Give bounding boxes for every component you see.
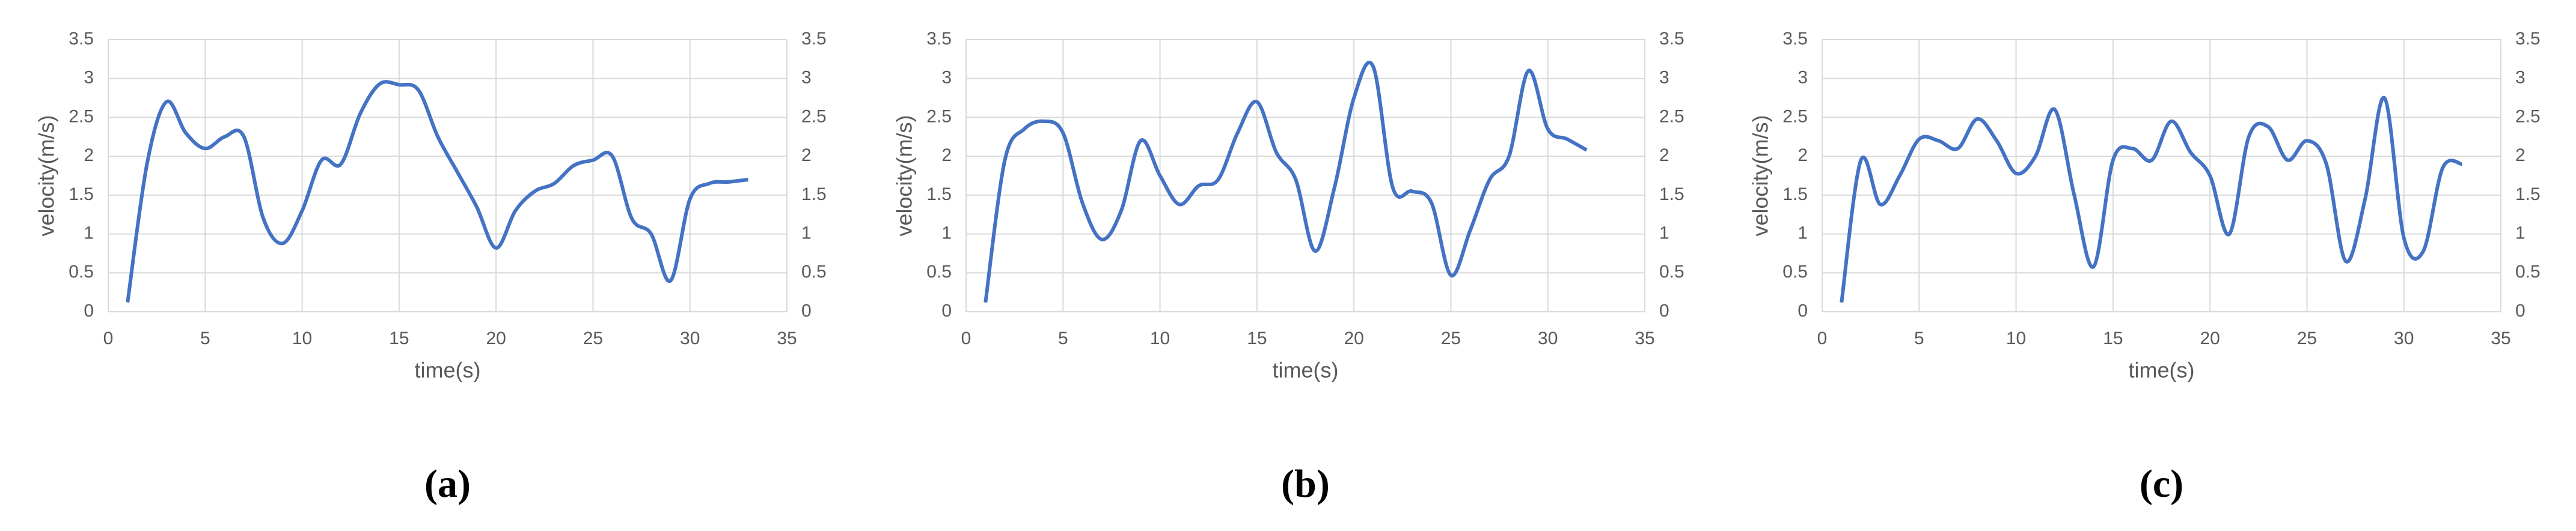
data-line (984, 61, 1588, 303)
y2-tick-label: 2 (801, 145, 812, 165)
x-tick-label: 15 (2103, 329, 2123, 348)
y-tick-label: 0.5 (1782, 262, 1808, 282)
y-tick-label: 2 (941, 145, 952, 165)
data-line (1840, 96, 2463, 303)
y2-tick-label: 3 (2515, 68, 2526, 88)
y-tick-label: 0 (941, 301, 952, 321)
y-tick-label: 2.5 (69, 106, 94, 126)
y2-tick-label: 2.5 (801, 106, 827, 126)
y-tick-label: 3.5 (69, 29, 94, 49)
y2-tick-label: 2.5 (2515, 106, 2541, 126)
x-tick-label: 35 (777, 329, 797, 348)
x-tick-label: 15 (1247, 329, 1267, 348)
y-tick-label: 2.5 (1782, 106, 1808, 126)
y2-tick-label: 3.5 (801, 29, 827, 49)
caption: (c) (2140, 462, 2183, 506)
y-tick-label: 0.5 (926, 262, 952, 282)
chart-panel: 0 0.5 1 1.5 2 2.5 3 3.5 0 0.5 1 1.5 2 2.5 3 3.5 0 5 10 15 20… (1748, 29, 2541, 506)
y2-tick-label: 3 (801, 68, 812, 88)
y2-tick-label: 0.5 (1659, 262, 1684, 282)
x-tick-label: 0 (961, 329, 971, 348)
y-tick-label: 1.5 (926, 184, 952, 204)
y2-tick-label: 0.5 (801, 262, 827, 282)
y-tick-label: 2.5 (926, 106, 952, 126)
x-axis-title: time(s) (2129, 358, 2195, 383)
y-axis-title: velocity(m/s) (34, 115, 59, 236)
y2-tick-label: 3.5 (1659, 29, 1684, 49)
x-tick-label: 5 (200, 329, 210, 348)
y2-tick-label: 0 (2515, 301, 2526, 321)
y-tick-label: 1 (84, 223, 94, 243)
y-tick-label: 2 (84, 145, 94, 165)
x-tick-label: 20 (1344, 329, 1363, 348)
y-tick-label: 1.5 (1782, 184, 1808, 204)
y-tick-label: 3.5 (1782, 29, 1808, 49)
x-tick-label: 5 (1914, 329, 1924, 348)
y-tick-label: 1 (1797, 223, 1808, 243)
y2-tick-label: 3.5 (2515, 29, 2541, 49)
x-tick-label: 10 (1150, 329, 1170, 348)
y-tick-label: 3 (84, 68, 94, 88)
y2-tick-label: 0 (1659, 301, 1669, 321)
x-tick-label: 5 (1058, 329, 1068, 348)
y2-tick-label: 1 (801, 223, 812, 243)
y2-tick-label: 1 (2515, 223, 2526, 243)
y-tick-label: 2 (1797, 145, 1808, 165)
y2-tick-label: 2.5 (1659, 106, 1684, 126)
x-tick-label: 30 (680, 329, 700, 348)
y-tick-label: 3 (1797, 68, 1808, 88)
y-tick-label: 0 (84, 301, 94, 321)
chart-panel: 0 0.5 1 1.5 2 2.5 3 3.5 0 0.5 1 1.5 2 2.5 3 3.5 0 5 10 15 20… (892, 29, 1684, 506)
y2-tick-label: 0.5 (2515, 262, 2541, 282)
y2-tick-label: 1 (1659, 223, 1669, 243)
x-tick-label: 25 (2297, 329, 2317, 348)
y-tick-label: 0 (1797, 301, 1808, 321)
x-tick-label: 15 (389, 329, 409, 348)
y2-tick-label: 1.5 (801, 184, 827, 204)
data-line (126, 80, 748, 303)
x-tick-label: 10 (292, 329, 312, 348)
x-tick-label: 20 (486, 329, 506, 348)
y-axis-title: velocity(m/s) (892, 115, 917, 236)
x-tick-label: 0 (103, 329, 114, 348)
x-axis-title: time(s) (415, 358, 481, 383)
y2-tick-label: 0 (801, 301, 812, 321)
x-tick-label: 10 (2006, 329, 2026, 348)
y-tick-label: 0.5 (69, 262, 94, 282)
y2-tick-label: 1.5 (2515, 184, 2541, 204)
y-axis-title: velocity(m/s) (1748, 115, 1773, 236)
x-tick-label: 0 (1817, 329, 1828, 348)
y2-tick-label: 2 (1659, 145, 1669, 165)
y2-tick-label: 2 (2515, 145, 2526, 165)
x-tick-label: 35 (1635, 329, 1654, 348)
y-tick-label: 3 (941, 68, 952, 88)
x-tick-label: 20 (2200, 329, 2220, 348)
x-tick-label: 25 (1441, 329, 1461, 348)
x-tick-label: 30 (1538, 329, 1558, 348)
caption: (b) (1281, 462, 1330, 506)
y-tick-label: 1.5 (69, 184, 94, 204)
x-tick-label: 30 (2394, 329, 2414, 348)
y2-tick-label: 3 (1659, 68, 1669, 88)
y-tick-label: 1 (941, 223, 952, 243)
y2-tick-label: 1.5 (1659, 184, 1684, 204)
x-axis-title: time(s) (1273, 358, 1339, 383)
y-tick-label: 3.5 (926, 29, 952, 49)
caption: (a) (424, 462, 471, 506)
x-tick-label: 25 (583, 329, 603, 348)
x-tick-label: 35 (2491, 329, 2510, 348)
chart-panel: 0 0.5 1 1.5 2 2.5 3 3.5 0 0.5 1 1.5 2 2.5 3 3.5 0 5 10 15 20… (34, 29, 827, 506)
